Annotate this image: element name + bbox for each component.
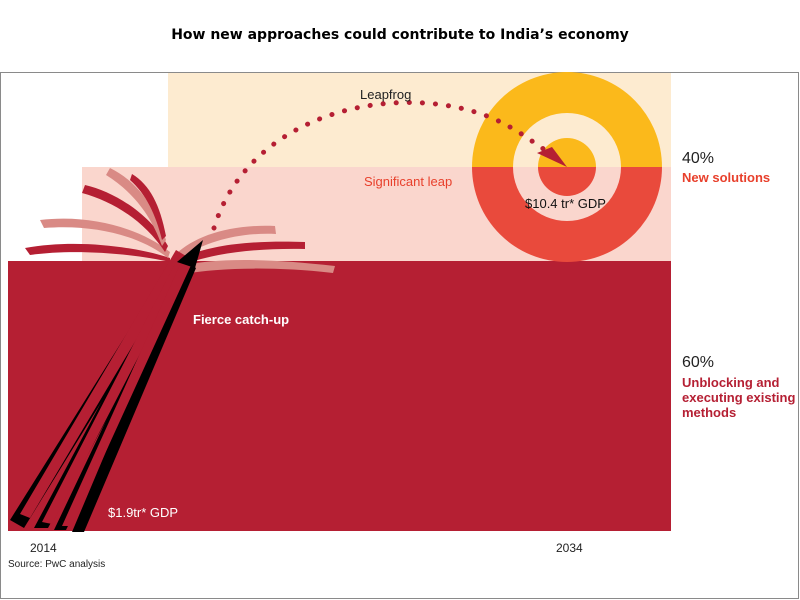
diagram-frame <box>0 72 799 599</box>
chart-title: How new approaches could contribute to I… <box>171 27 629 43</box>
existing-methods-percent: 60% <box>682 354 715 371</box>
book-pages <box>25 168 335 274</box>
year-end: 2034 <box>556 541 583 555</box>
trajectory-dots <box>211 100 548 231</box>
target-arrowhead <box>537 147 567 167</box>
fierce-catchup-label: Fierce catch-up <box>193 312 290 327</box>
new-solutions-percent: 40% <box>682 150 715 167</box>
rising-arrows <box>10 240 203 532</box>
target-icon <box>472 72 662 262</box>
arrowhead <box>177 240 203 268</box>
existing-methods-label: Unblocking and executing existing method… <box>682 375 796 420</box>
end-gdp-label: $10.4 tr* GDP <box>525 196 606 211</box>
year-start: 2014 <box>30 541 57 555</box>
source-note: Source: PwC analysis <box>8 559 106 570</box>
significant-leap-label: Significant leap <box>364 174 453 189</box>
start-gdp-label: $1.9tr* GDP <box>108 505 179 520</box>
leapfrog-label: Leapfrog <box>360 87 412 102</box>
new-solutions-label: New solutions <box>682 170 771 185</box>
